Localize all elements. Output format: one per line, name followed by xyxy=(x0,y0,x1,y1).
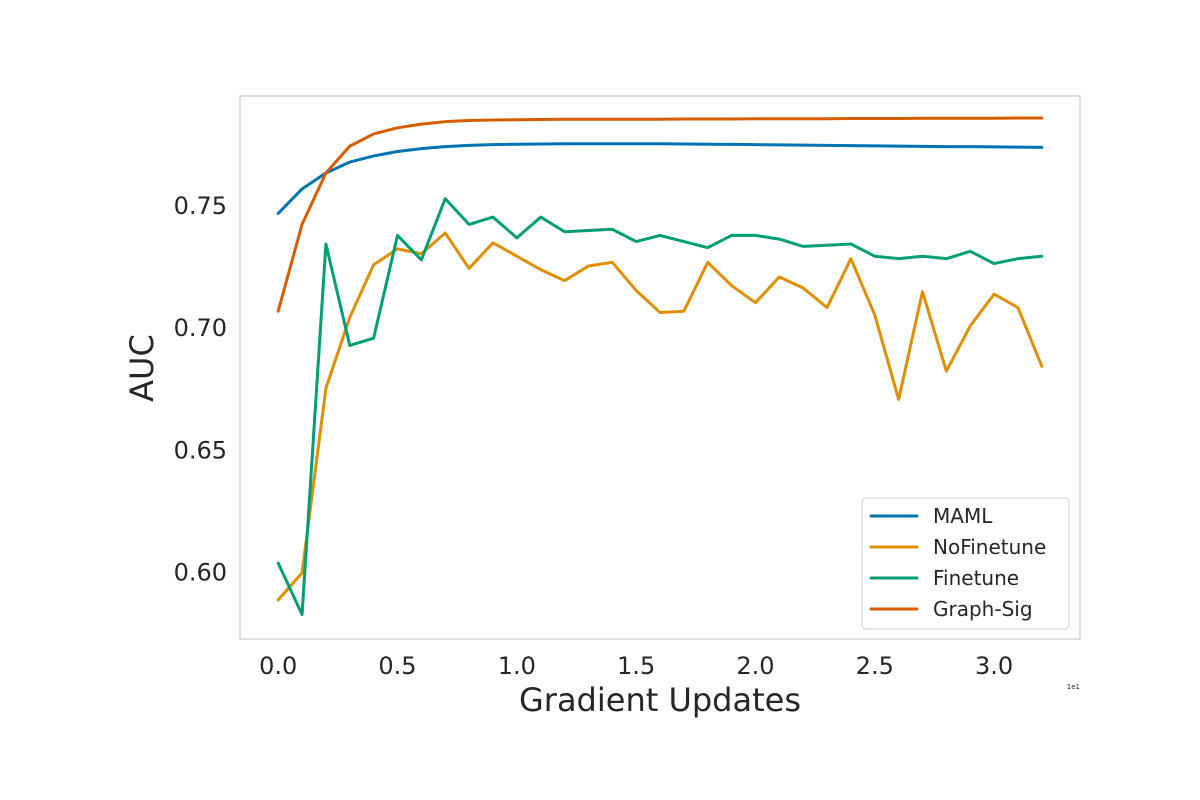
series-line-maml xyxy=(276,142,1044,215)
y-tick-label: 0.75 xyxy=(174,192,227,220)
legend: MAML NoFinetune Finetune Graph-Sig xyxy=(861,497,1070,630)
series-line-nofinetune xyxy=(276,231,1044,602)
x-axis-ticks: 0.0 0.5 1.0 1.5 2.0 2.5 3.0 xyxy=(259,652,1013,680)
y-tick-label: 0.60 xyxy=(174,559,227,587)
series-line-finetune xyxy=(276,197,1044,617)
series-line-graph-sig xyxy=(276,116,1044,313)
x-tick-label: 0.5 xyxy=(378,652,416,680)
legend-box xyxy=(861,497,1070,630)
legend-label-finetune: Finetune xyxy=(933,566,1019,590)
series-layer xyxy=(276,116,1044,617)
legend-label-maml: MAML xyxy=(933,504,993,528)
x-tick-label: 2.5 xyxy=(856,652,894,680)
x-tick-label: 3.0 xyxy=(975,652,1013,680)
x-tick-label: 2.0 xyxy=(736,652,774,680)
y-axis-ticks: 0.60 0.65 0.70 0.75 xyxy=(174,192,227,587)
plot-frame xyxy=(239,95,1081,640)
x-axis-offset-label: 1e1 xyxy=(1067,683,1080,691)
x-tick-label: 0.0 xyxy=(259,652,297,680)
legend-label-nofinetune: NoFinetune xyxy=(933,535,1046,559)
y-tick-label: 0.70 xyxy=(174,314,227,342)
y-tick-label: 0.65 xyxy=(174,436,227,464)
x-tick-label: 1.0 xyxy=(498,652,536,680)
y-axis-label: AUC xyxy=(123,334,161,402)
legend-label-graph-sig: Graph-Sig xyxy=(933,597,1033,621)
x-tick-label: 1.5 xyxy=(617,652,655,680)
x-axis-label: Gradient Updates xyxy=(519,681,801,719)
